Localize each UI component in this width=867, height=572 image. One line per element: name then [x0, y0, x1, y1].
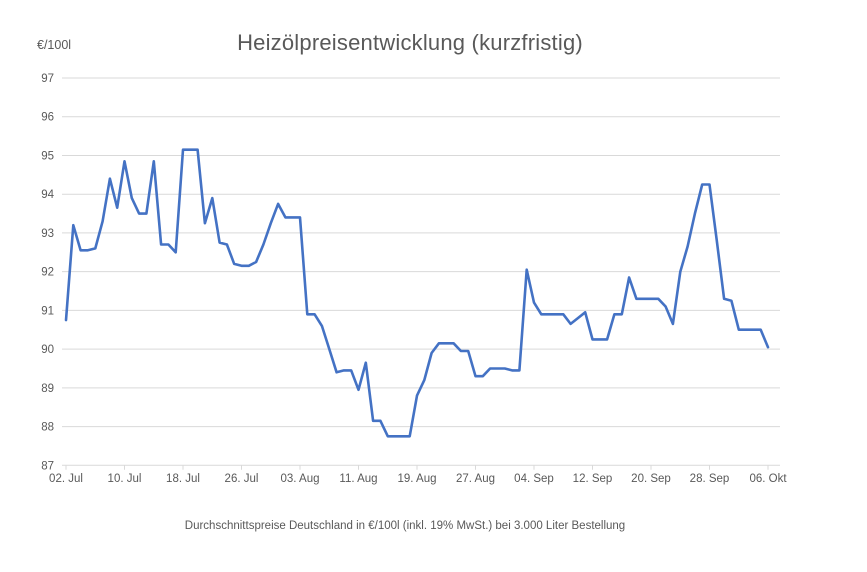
x-axis-tick-label: 11. Aug [339, 473, 377, 485]
x-axis-tick-label: 19. Aug [397, 473, 436, 485]
chart-caption: Durchschnittspreise Deutschland in €/100… [184, 520, 626, 532]
y-axis-tick-label: 89 [41, 383, 54, 395]
y-axis-tick-label: 94 [41, 189, 54, 201]
x-axis-tick-label: 04. Sep [514, 473, 554, 485]
x-axis-tick-label: 12. Sep [573, 473, 613, 485]
y-axis-tick-label: 92 [41, 267, 54, 279]
x-axis-tick-label: 10. Jul [108, 473, 142, 485]
y-axis-tick-label: 90 [41, 344, 54, 356]
chart-title: Heizölpreisentwicklung (kurzfristig) [237, 30, 583, 55]
x-axis-tick-label: 26. Jul [225, 473, 259, 485]
x-axis-tick-label: 03. Aug [280, 473, 319, 485]
y-axis-tick-label: 88 [41, 422, 54, 434]
price-line-series [64, 148, 770, 438]
x-axis-tick-label: 20. Sep [631, 473, 671, 485]
y-axis-tick-label: 95 [41, 150, 54, 162]
y-axis-unit-label: €/100l [37, 38, 72, 52]
y-axis-tick-label: 87 [41, 460, 54, 472]
x-axis-tick-label: 18. Jul [166, 473, 200, 485]
x-axis-tick-label: 02. Jul [49, 473, 83, 485]
x-axis-tick-label: 06. Okt [749, 473, 787, 485]
y-axis-tick-label: 93 [41, 228, 54, 240]
y-axis-tick-label: 96 [41, 112, 54, 124]
y-axis-tick-label: 91 [41, 305, 54, 317]
x-axis-tick-label: 28. Sep [690, 473, 730, 485]
x-axis-tick-label: 27. Aug [456, 473, 495, 485]
y-axis-tick-label: 97 [41, 73, 54, 85]
